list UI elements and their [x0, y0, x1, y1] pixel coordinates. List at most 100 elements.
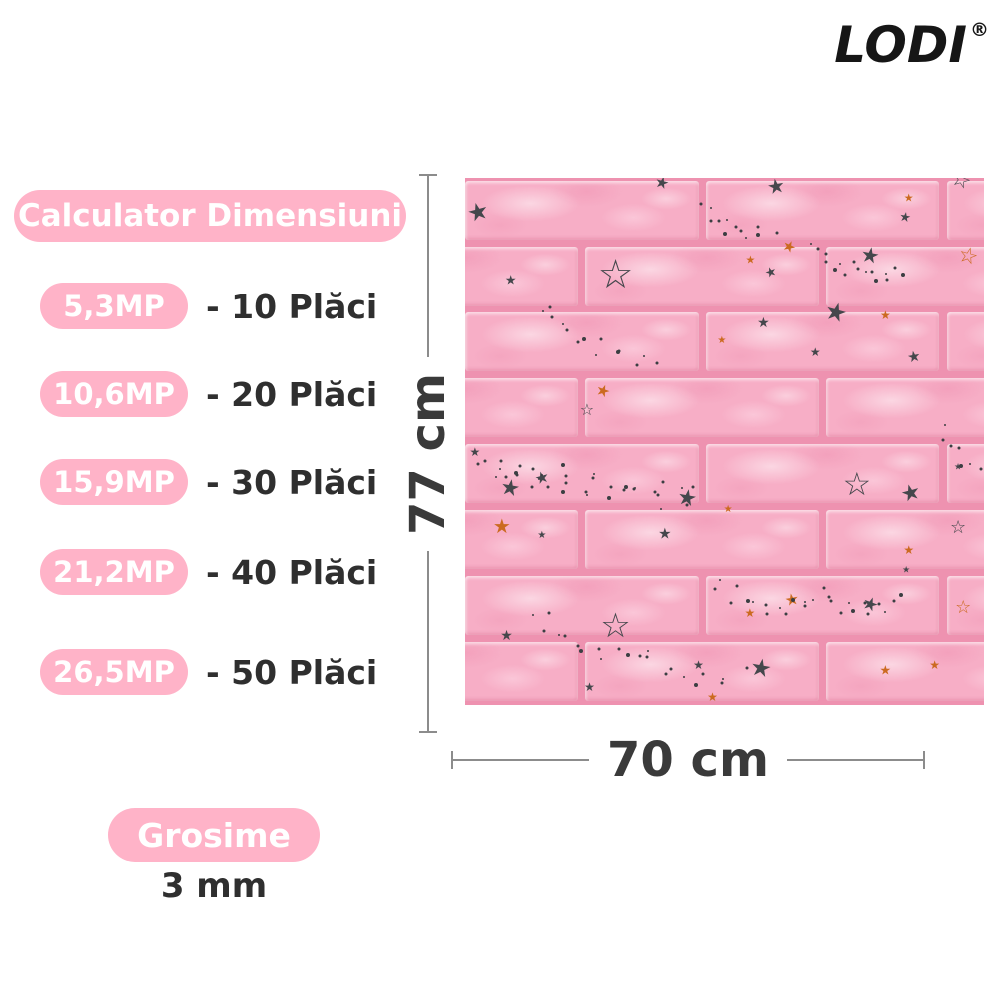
star-icon: ★: [903, 542, 915, 557]
star-icon: ★: [592, 379, 613, 403]
trail-dot: [852, 260, 856, 264]
trail-dot: [606, 496, 611, 501]
outline-star-icon: ☆: [947, 178, 975, 196]
trail-dot: [790, 598, 795, 603]
trail-dot: [538, 477, 541, 480]
star-icon: ★: [465, 195, 492, 229]
brick: [465, 444, 699, 504]
trail-dot: [599, 337, 603, 341]
trail-dot: [576, 340, 580, 344]
brick: [465, 378, 579, 438]
plates-label: - 20 Plăci: [206, 374, 378, 414]
trail-dot: [565, 328, 569, 332]
trail-dot: [898, 592, 903, 597]
outline-star-icon: ☆: [955, 596, 972, 618]
star-icon: ★: [723, 504, 733, 515]
trail-dot: [765, 612, 769, 616]
brick: [465, 641, 579, 701]
star-icon: ★: [898, 479, 924, 509]
trail-dot: [892, 599, 896, 603]
trail-dot: [877, 602, 881, 606]
trail-dot: [579, 648, 584, 653]
trail-dot: [694, 682, 699, 687]
trail-dot: [883, 610, 886, 613]
trail-dot: [623, 485, 628, 490]
trail-dot: [784, 612, 788, 616]
trail-dot: [709, 206, 712, 209]
trail-dot: [833, 267, 838, 272]
trail-dot: [779, 607, 782, 610]
trail-dot: [959, 463, 964, 468]
brick: [946, 444, 984, 504]
trail-dot: [498, 467, 501, 470]
star-icon: ★: [879, 663, 892, 679]
trail-dot: [638, 654, 642, 658]
outline-star-icon: ☆: [579, 399, 595, 419]
outline-star-icon: ☆: [955, 241, 982, 272]
registered-mark-icon: ®: [970, 19, 989, 41]
trail-dot: [483, 459, 487, 463]
brick: [705, 575, 940, 635]
brick: [465, 312, 699, 372]
brick: [946, 575, 984, 635]
trail-dot: [632, 487, 636, 491]
trail-dot: [866, 612, 870, 616]
trail-dot: [709, 219, 713, 223]
trail-dot: [824, 260, 827, 263]
trail-dot: [699, 202, 702, 206]
star-icon: ★: [765, 178, 788, 200]
area-badge: 15,9MP: [40, 459, 188, 505]
height-dimension-cap-top: [419, 174, 437, 176]
trail-dot: [635, 363, 639, 367]
brick: [705, 444, 940, 504]
trail-dot: [824, 252, 828, 256]
trail-dot: [745, 666, 749, 670]
brick: [585, 246, 819, 306]
trail-dot: [646, 650, 649, 653]
trail-dot: [756, 232, 761, 237]
trail-dot: [803, 604, 807, 608]
trail-dot: [756, 225, 760, 229]
brand-name: LODI: [834, 16, 967, 74]
trail-dot: [593, 472, 596, 475]
brick: [946, 180, 984, 240]
star-icon: ★: [902, 565, 911, 576]
star-icon: ★: [658, 524, 672, 543]
brick: [826, 246, 984, 306]
trail-dot: [515, 473, 519, 477]
trail-dot: [514, 470, 519, 475]
star-icon: ★: [809, 344, 821, 359]
trail-dot: [775, 231, 779, 235]
trail-dot: [726, 219, 729, 222]
trail-dot: [476, 462, 480, 466]
brick: [465, 575, 699, 635]
brick: [465, 180, 699, 240]
trail-dot: [827, 595, 831, 599]
trail-dot: [816, 247, 820, 251]
trail-dot: [739, 229, 743, 233]
star-icon: ★: [469, 445, 481, 460]
trail-dot: [645, 655, 649, 659]
trail-dot: [591, 476, 595, 480]
brick: [465, 510, 579, 570]
width-label: 70 cm: [589, 732, 787, 788]
trail-dot: [564, 481, 568, 485]
outline-star-icon: ☆: [597, 252, 634, 299]
trail-dot: [626, 652, 631, 657]
star-icon: ★: [821, 295, 851, 330]
brick-pattern: [465, 178, 984, 705]
thickness-title: Grosime: [108, 808, 320, 862]
star-icon: ★: [693, 658, 704, 673]
star-icon: ★: [898, 209, 913, 226]
trail-dot: [870, 270, 873, 274]
trail-dot: [541, 309, 544, 312]
trail-dot: [683, 675, 686, 678]
height-label: 77 cm: [400, 357, 456, 551]
brand-logo: LODI ®: [834, 16, 989, 74]
trail-dot: [893, 266, 897, 270]
trail-dot: [843, 273, 847, 277]
trail-dot: [659, 507, 662, 510]
star-pattern: ★★★☆★★☆★★★★★☆★★★★★★☆★★★★★★★★★☆★★☆★★★★★☆☆…: [465, 178, 984, 705]
trail-dot: [495, 475, 498, 478]
